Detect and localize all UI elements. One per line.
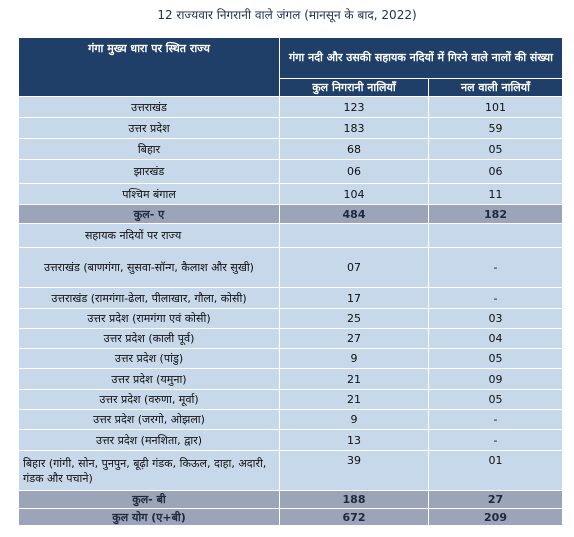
total-drains: 9 — [279, 348, 429, 369]
tapped-drains: - — [427, 429, 564, 451]
total-b-row: कुल- बी 188 27 — [18, 490, 564, 509]
total-drains: 13 — [279, 429, 429, 451]
tapped-drains: 05 — [427, 348, 564, 369]
empty-cell — [279, 223, 429, 248]
total-a-tapped: 182 — [427, 204, 564, 224]
state-name: उत्तर प्रदेश (रामगंगा एवं कोसी) — [18, 308, 280, 329]
grand-total-tapped: 209 — [427, 508, 564, 526]
state-name: उत्तर प्रदेश (मनशिता, द्वार) — [18, 429, 280, 451]
table-row: उत्तर प्रदेश (रामगंगा एवं कोसी) 25 03 — [18, 308, 564, 329]
state-name: उत्तर प्रदेश (काली पूर्व) — [18, 328, 280, 349]
total-a-row: कुल- ए 484 182 — [18, 204, 564, 224]
tapped-drains: 03 — [427, 308, 564, 329]
total-drains: 07 — [279, 247, 429, 288]
empty-cell — [427, 223, 564, 248]
table-row: उत्तराखंड (बाणगंगा, सुसवा-सॉन्ग, कैलाश औ… — [18, 247, 564, 288]
total-b-label: कुल- बी — [18, 490, 280, 509]
grand-total-drains: 672 — [279, 508, 429, 526]
tapped-drains: - — [427, 247, 564, 288]
table-row: उत्तर प्रदेश (काली पूर्व) 27 04 — [18, 328, 564, 349]
grand-total-row: कुल योग (ए+बी) 672 209 — [18, 508, 564, 526]
tapped-drains: 05 — [427, 389, 564, 410]
tapped-drains: 01 — [427, 450, 564, 491]
total-drains: 123 — [279, 96, 429, 118]
table-row: उत्तर प्रदेश (मनशिता, द्वार) 13 - — [18, 429, 564, 451]
total-drains: 21 — [279, 389, 429, 410]
state-name: उत्तर प्रदेश (वरुणा, मूर्वा) — [18, 389, 280, 410]
state-name: उत्तर प्रदेश (जरगो, ओझला) — [18, 409, 280, 430]
table-title: 12 राज्यवार निगरानी वाले जंगल (मानसून के… — [157, 8, 417, 22]
header-total-drains: कुल निगरानी नालियाँ — [279, 78, 429, 97]
total-drains: 17 — [279, 287, 429, 309]
total-drains: 104 — [279, 183, 429, 205]
state-name: पश्चिम बंगाल — [18, 183, 280, 205]
table-row: बिहार (गांगी, सोन, पुनपुन, बूढ़ी गंडक, क… — [18, 450, 564, 491]
total-drains: 21 — [279, 368, 429, 390]
header-tapped-drains: नल वाली नालियाँ — [427, 78, 564, 97]
state-name: उत्तर प्रदेश (यमुना) — [18, 368, 280, 390]
tributary-heading-row: सहायक नदियों पर राज्य — [18, 223, 564, 248]
header-state: गंगा मुख्य धारा पर स्थित राज्य — [18, 37, 280, 97]
tapped-drains: 101 — [427, 96, 564, 118]
total-drains: 27 — [279, 328, 429, 349]
header-group: गंगा नदी और उसकी सहायक नदियों में गिरने … — [278, 37, 564, 79]
table-row: उत्तराखंड 123 101 — [18, 96, 564, 118]
state-name: उत्तराखंड (रामगंगा-ढेला, पीलाखार, गौला, … — [18, 287, 280, 309]
state-name: उत्तराखंड — [18, 96, 280, 118]
state-name: उत्तर प्रदेश — [18, 117, 280, 139]
state-name: उत्तर प्रदेश (पांडु) — [18, 348, 280, 369]
total-drains: 68 — [279, 138, 429, 160]
table-row: उत्तर प्रदेश (जरगो, ओझला) 9 - — [18, 409, 564, 430]
total-b-drains: 188 — [279, 490, 429, 509]
tapped-drains: 09 — [427, 368, 564, 390]
tapped-drains: 05 — [427, 138, 564, 160]
table-row: बिहार 68 05 — [18, 138, 564, 160]
tapped-drains: 11 — [427, 183, 564, 205]
total-drains: 183 — [279, 117, 429, 139]
total-drains: 9 — [279, 409, 429, 430]
tapped-drains: - — [427, 409, 564, 430]
table-row: उत्तर प्रदेश (पांडु) 9 05 — [18, 348, 564, 369]
tributary-heading: सहायक नदियों पर राज्य — [18, 223, 280, 248]
total-drains: 06 — [279, 159, 429, 184]
state-name: बिहार (गांगी, सोन, पुनपुन, बूढ़ी गंडक, क… — [18, 450, 280, 491]
table-row: उत्तर प्रदेश 183 59 — [18, 117, 564, 139]
total-a-label: कुल- ए — [18, 204, 280, 224]
total-drains: 25 — [279, 308, 429, 329]
grand-total-label: कुल योग (ए+बी) — [18, 508, 280, 526]
total-b-tapped: 27 — [427, 490, 564, 509]
drains-table: गंगा मुख्य धारा पर स्थित राज्य गंगा नदी … — [18, 37, 564, 526]
tapped-drains: 59 — [427, 117, 564, 139]
total-a-drains: 484 — [279, 204, 429, 224]
table-row: उत्तर प्रदेश (वरुणा, मूर्वा) 21 05 — [18, 389, 564, 410]
tapped-drains: 04 — [427, 328, 564, 349]
total-drains: 39 — [279, 450, 429, 491]
tapped-drains: - — [427, 287, 564, 309]
table-row: झारखंड 06 06 — [18, 159, 564, 184]
table-row: उत्तर प्रदेश (यमुना) 21 09 — [18, 368, 564, 390]
state-name: बिहार — [18, 138, 280, 160]
state-name: उत्तराखंड (बाणगंगा, सुसवा-सॉन्ग, कैलाश औ… — [18, 247, 280, 288]
tapped-drains: 06 — [427, 159, 564, 184]
table-row: पश्चिम बंगाल 104 11 — [18, 183, 564, 205]
state-name: झारखंड — [18, 159, 280, 184]
table-row: उत्तराखंड (रामगंगा-ढेला, पीलाखार, गौला, … — [18, 287, 564, 309]
